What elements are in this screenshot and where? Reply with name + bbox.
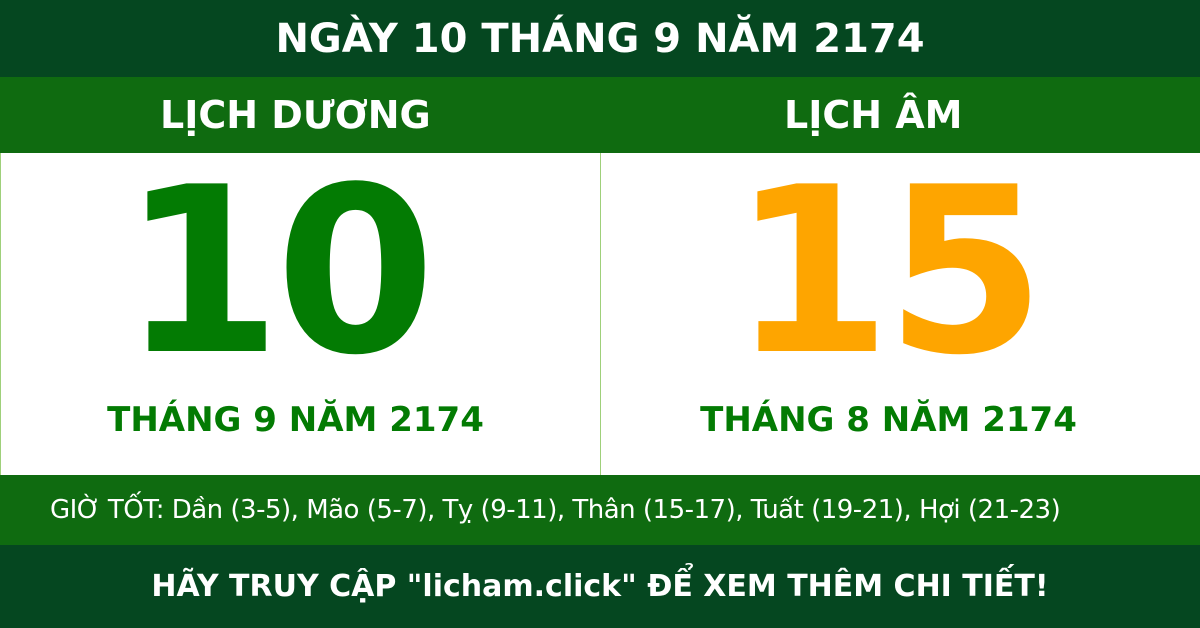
calendar-headers: LỊCH DƯƠNG LỊCH ÂM [0,77,1200,153]
lunar-day: 15 [731,139,1045,406]
solar-day: 10 [121,139,435,406]
solar-panel: 10 THÁNG 9 NĂM 2174 [0,153,601,475]
solar-calendar-label: LỊCH DƯƠNG [160,93,431,137]
calendar-body: 10 THÁNG 9 NĂM 2174 15 THÁNG 8 NĂM 2174 [0,153,1200,475]
lunar-calendar-label: LỊCH ÂM [784,93,963,137]
lunar-month-year: THÁNG 8 NĂM 2174 [700,400,1077,440]
good-hours: GIỜ TỐT: Dần (3-5), Mão (5-7), Tỵ (9-11)… [0,475,1200,545]
page-title: NGÀY 10 THÁNG 9 NĂM 2174 [0,0,1200,77]
solar-month-year: THÁNG 9 NĂM 2174 [107,400,484,440]
footer-cta: HÃY TRUY CẬP "licham.click" ĐỂ XEM THÊM … [0,545,1200,628]
lunar-panel: 15 THÁNG 8 NĂM 2174 [601,153,1200,475]
